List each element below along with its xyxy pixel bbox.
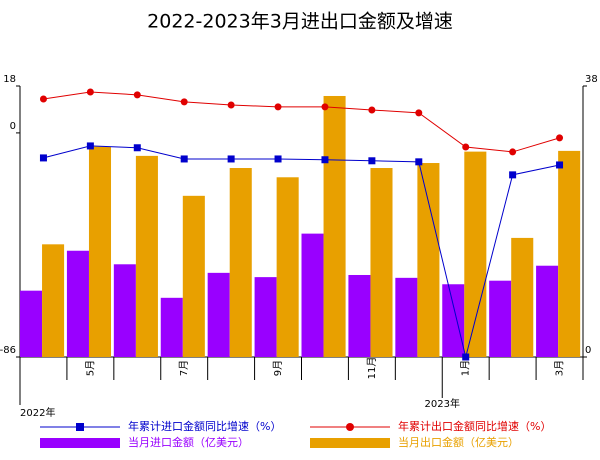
legend-swatch: [40, 438, 120, 448]
bar: [536, 265, 559, 357]
marker: [227, 101, 235, 109]
marker: [274, 103, 282, 111]
bar: [395, 277, 418, 357]
marker: [180, 98, 188, 106]
bar: [558, 150, 581, 357]
marker: [556, 134, 564, 142]
marker: [509, 171, 517, 179]
bar: [301, 233, 324, 357]
bar: [442, 284, 465, 357]
y-tick-label: 18: [3, 74, 16, 85]
legend-label: 当月进口金额（亿美元）: [128, 435, 249, 449]
marker: [462, 143, 470, 151]
bar: [254, 277, 277, 357]
year-label: 2022年: [20, 406, 55, 419]
year-label: 2023年: [425, 397, 460, 410]
chart-title: 2022-2023年3月进出口金额及增速: [147, 11, 453, 33]
marker: [415, 158, 423, 166]
x-tick-label: 7月: [178, 360, 190, 376]
line: [43, 145, 560, 358]
bar: [511, 237, 534, 357]
bar: [489, 280, 512, 357]
marker: [368, 157, 376, 165]
legend-swatch: [310, 438, 390, 448]
marker: [227, 155, 235, 163]
marker: [556, 161, 564, 169]
bar: [66, 250, 89, 357]
marker: [368, 106, 376, 114]
bar: [182, 195, 205, 357]
bar: [464, 151, 487, 357]
legend-marker: [346, 423, 354, 431]
y-tick-label: -86: [0, 345, 16, 356]
marker: [133, 91, 141, 99]
bar: [160, 297, 183, 357]
marker: [86, 142, 94, 150]
bar: [323, 95, 346, 358]
bar: [113, 264, 136, 357]
bar: [207, 272, 230, 357]
x-tick-label: 1月: [460, 360, 472, 376]
marker: [39, 154, 47, 162]
bar: [42, 244, 65, 357]
bar: [276, 177, 299, 357]
x-tick-label: 11月: [366, 357, 378, 380]
marker: [86, 88, 94, 96]
y2-tick-label: 0: [585, 345, 591, 356]
marker: [39, 95, 47, 103]
marker: [133, 144, 141, 152]
x-tick-label: 9月: [272, 360, 284, 376]
marker: [274, 155, 282, 163]
marker: [321, 103, 329, 111]
x-tick-label: 3月: [554, 360, 566, 376]
marker: [415, 109, 423, 117]
bar: [229, 168, 252, 357]
bar: [370, 168, 393, 357]
bar: [348, 274, 371, 357]
legend-label: 年累计进口金额同比增速（%）: [128, 419, 281, 433]
marker: [321, 156, 329, 164]
marker: [509, 148, 517, 156]
bar: [88, 146, 112, 357]
y-tick-label: 0: [10, 121, 16, 132]
x-tick-label: 5月: [84, 360, 96, 376]
bar: [417, 163, 440, 357]
legend-label: 年累计出口金额同比增速（%）: [398, 419, 551, 433]
line: [43, 91, 560, 153]
y2-tick-label: 38: [585, 74, 598, 85]
legend-label: 当月出口金额（亿美元）: [398, 435, 519, 449]
bar: [20, 290, 43, 357]
legend-marker: [76, 423, 84, 431]
bar: [135, 155, 158, 357]
marker: [462, 353, 470, 361]
marker: [180, 155, 188, 163]
